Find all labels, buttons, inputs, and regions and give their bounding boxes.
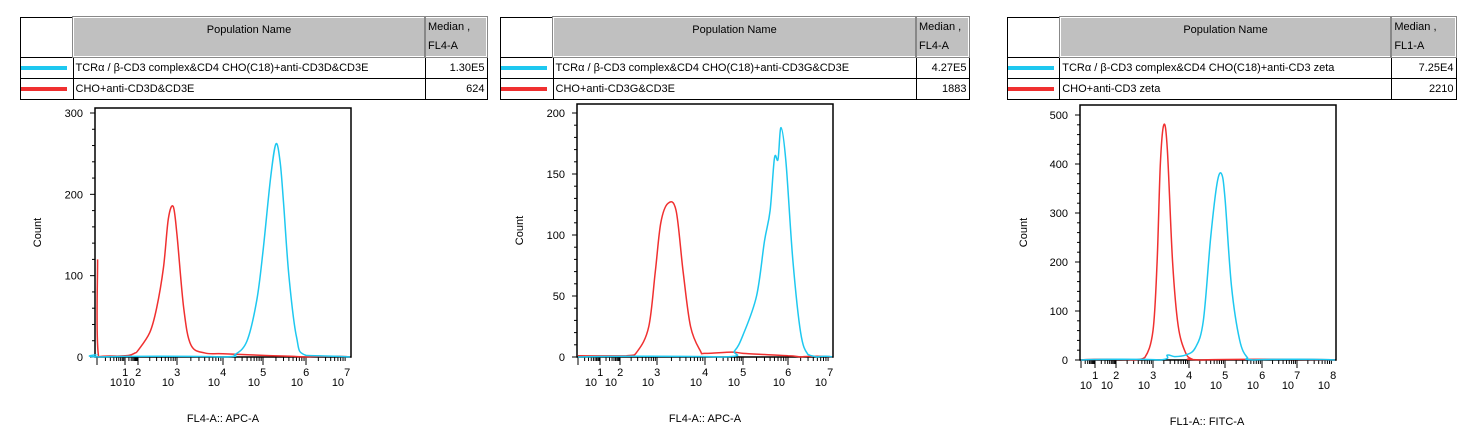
plot-frame [94,107,352,358]
plot-frame [1079,104,1337,361]
histogram-curve [88,142,351,358]
x-tick-label: 104 [690,367,708,389]
legend-table: Population Name Median , FL1-A TCRα / β-C… [1006,16,1457,100]
y-tick-label: 0 [559,352,565,364]
population-name: CHO+anti-CD3G&CD3E [552,78,917,100]
y-tick-label: 400 [1050,159,1068,171]
population-name: TCRα / β-CD3 complex&CD4 CHO(C18)+anti-C… [552,56,917,79]
legend-blank-cell [500,16,554,58]
y-tick-label: 200 [547,108,565,120]
x-tick-label: 102 [605,367,623,389]
y-tick-label: 0 [77,352,83,364]
plot-frame [576,103,834,358]
series-color-swatch [21,87,67,91]
population-name: TCRα / β-CD3 complex&CD4 CHO(C18)+anti-C… [72,56,426,79]
legend-blank-cell [20,16,74,58]
x-tick-label: 108 [1318,370,1336,392]
histogram-curve [1080,123,1336,361]
column-header-population-name: Population Name [72,16,426,58]
y-axis-label: Count [514,216,526,245]
y-tick-label: 100 [65,271,83,283]
y-tick-label: 200 [65,189,83,201]
y-tick-label: 300 [65,108,83,120]
x-tick-label: 106 [1247,370,1265,392]
x-tick-label: 104 [208,367,226,389]
series-color-swatch [1008,65,1054,70]
series-color-swatch [501,65,547,70]
y-axis-label: Count [32,218,44,247]
x-tick-label: 104 [1174,370,1192,392]
legend-row: TCRα / β-CD3 complex&CD4 CHO(C18)+anti-C… [20,56,488,79]
x-tick-label: 101 [585,367,603,389]
column-header-population-name: Population Name [552,16,917,58]
x-tick-label: 103 [1138,370,1156,392]
y-tick-label: 200 [1050,257,1068,269]
y-tick-label: 50 [553,291,565,303]
legend-table: Population Name Median , FL4-A TCRα / β-C… [20,16,488,100]
population-name: CHO+anti-CD3D&CD3E [72,78,426,100]
x-tick-label: 102 [123,367,141,389]
x-tick-label: 106 [773,367,791,389]
y-tick-label: 150 [547,169,565,181]
x-axis-label: FL1-A:: FITC-A [1170,416,1245,428]
histogram-curve [577,126,833,358]
x-tick-label: 107 [815,367,833,389]
population-name: CHO+anti-CD3 zeta [1059,78,1392,100]
series-color-swatch [1008,87,1054,91]
legend-row: TCRα / β-CD3 complex&CD4 CHO(C18)+anti-C… [500,56,970,79]
x-axis-label: FL4-A:: APC-A [669,413,742,425]
x-tick-label: 107 [332,367,350,389]
column-header-median: Median , FL4-A [424,16,488,58]
series-color-swatch [21,65,67,70]
x-tick-label: 103 [642,367,660,389]
x-tick-label: 107 [1282,370,1300,392]
y-tick-label: 0 [1062,355,1068,367]
y-tick-label: 300 [1050,208,1068,220]
histogram-curve [96,205,351,358]
x-tick-label: 105 [248,367,266,389]
x-tick-label: 101 [1080,370,1098,392]
x-tick-label: 101 [110,367,128,389]
x-tick-label: 105 [1210,370,1228,392]
x-tick-label: 103 [162,367,180,389]
column-header-median: Median , FL4-A [915,16,970,58]
y-tick-label: 500 [1050,110,1068,122]
x-tick-label: 105 [728,367,746,389]
x-axis-label: FL4-A:: APC-A [187,413,260,425]
legend-row: CHO+anti-CD3 zeta 2210 [1006,78,1457,100]
x-tick-label: 106 [291,367,309,389]
histogram-curve [1080,172,1336,361]
legend-row: CHO+anti-CD3G&CD3E 1883 [500,78,970,100]
legend-row: CHO+anti-CD3D&CD3E 624 [20,78,488,100]
series-color-swatch [501,87,547,91]
y-axis-label: Count [1018,218,1030,247]
x-tick-label: 102 [1101,370,1119,392]
y-tick-label: 100 [547,230,565,242]
legend-table: Population Name Median , FL4-A TCRα / β-C… [500,16,970,100]
histogram-curve [577,200,833,358]
column-header-population-name: Population Name [1058,16,1393,58]
median-value: 624 [424,78,488,100]
y-tick-label: 100 [1050,306,1068,318]
column-header-median: Median , FL1-A [1390,16,1457,58]
median-value: 1883 [915,78,970,100]
median-value: 2210 [1390,78,1457,100]
